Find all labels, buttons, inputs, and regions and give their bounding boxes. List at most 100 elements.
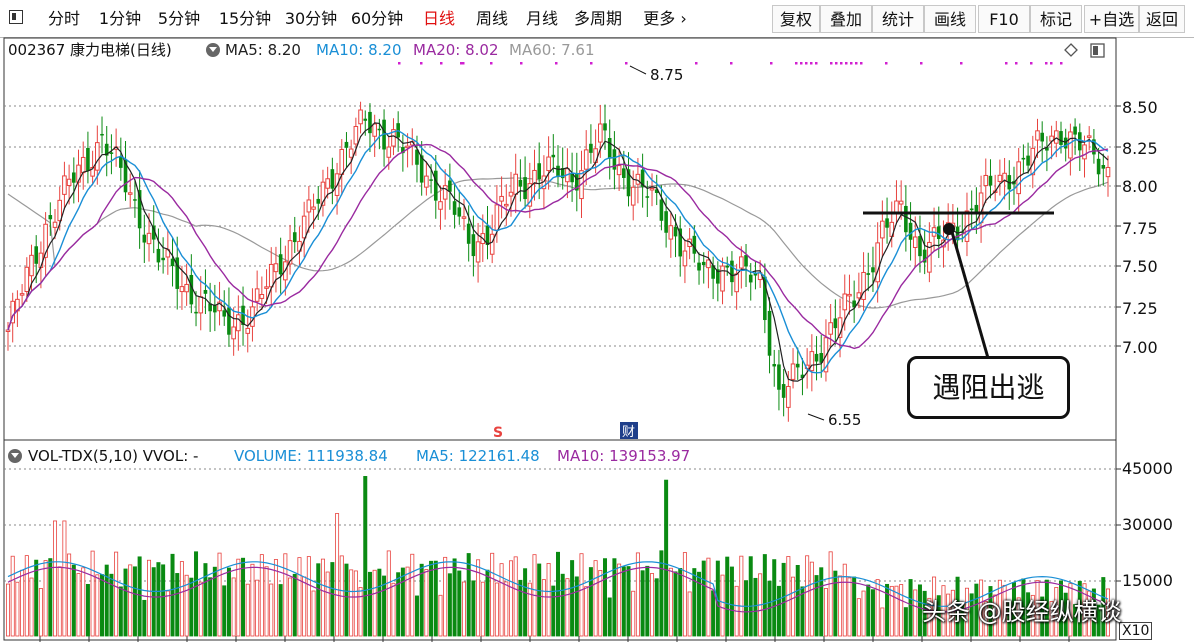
volume-bar bbox=[776, 585, 781, 637]
volume-bar bbox=[123, 568, 128, 637]
candle bbox=[767, 297, 772, 374]
volume-bar bbox=[650, 573, 655, 637]
volume-bar bbox=[1077, 580, 1082, 637]
volume-bar bbox=[175, 573, 180, 637]
volume-tick: 15000 bbox=[1122, 571, 1173, 590]
volume-bar bbox=[541, 579, 546, 637]
candle bbox=[452, 183, 457, 229]
volume-bar bbox=[161, 564, 166, 637]
volume-bar bbox=[617, 563, 622, 637]
volume-bar bbox=[1040, 596, 1045, 637]
volume-bar bbox=[480, 581, 485, 637]
period-tab-10[interactable]: 更多 › bbox=[643, 9, 687, 28]
candle bbox=[142, 214, 147, 263]
volume-bar bbox=[645, 565, 650, 637]
candle bbox=[344, 132, 349, 168]
candle bbox=[814, 336, 819, 381]
vol-ma5-line bbox=[7, 561, 1109, 607]
period-tab-9[interactable]: 多周期 bbox=[573, 9, 622, 28]
signal-dot bbox=[805, 62, 808, 65]
volume-bar bbox=[461, 581, 466, 637]
vol-settings-icon[interactable] bbox=[8, 449, 22, 463]
volume-bar bbox=[278, 584, 283, 637]
signal-dot bbox=[520, 62, 523, 65]
tool-button-1[interactable]: 叠加 bbox=[820, 5, 872, 33]
signal-dot bbox=[860, 62, 863, 65]
ma5-value: MA5: 8.20 bbox=[225, 41, 301, 59]
candle bbox=[772, 349, 777, 387]
tool-button-7[interactable]: 返回 bbox=[1139, 5, 1185, 33]
volume-bar bbox=[795, 564, 800, 637]
signal-dot bbox=[625, 62, 628, 65]
candle bbox=[241, 286, 245, 346]
volume-bar bbox=[29, 577, 34, 637]
volume-bar bbox=[128, 564, 133, 637]
candle bbox=[311, 193, 316, 229]
volume-bar bbox=[212, 566, 217, 637]
candle bbox=[278, 237, 283, 294]
candle bbox=[1059, 121, 1063, 154]
candle bbox=[19, 284, 25, 305]
volume-bar bbox=[1035, 580, 1040, 637]
volume-bar bbox=[198, 581, 203, 637]
period-tab-0[interactable]: 分时 bbox=[47, 9, 80, 28]
volume-bar bbox=[603, 558, 608, 637]
candle bbox=[682, 239, 688, 284]
period-tab-2[interactable]: 5分钟 bbox=[157, 9, 201, 28]
volume-bar bbox=[231, 577, 236, 637]
candle bbox=[165, 229, 171, 275]
tool-button-0[interactable]: 复权 bbox=[772, 5, 820, 33]
volume-bar bbox=[335, 513, 340, 637]
candle bbox=[983, 158, 989, 203]
volume-bar bbox=[570, 560, 575, 637]
candle bbox=[616, 147, 622, 192]
period-tab-5[interactable]: 60分钟 bbox=[350, 9, 404, 28]
low-marker: 6.55 bbox=[828, 411, 861, 429]
volume-bar bbox=[273, 559, 278, 637]
tool-button-3[interactable]: 画线 bbox=[924, 5, 976, 33]
candle bbox=[52, 209, 58, 240]
volume-bar bbox=[673, 571, 678, 637]
candle bbox=[137, 170, 142, 249]
volume-bar bbox=[697, 571, 702, 637]
tool-button-2[interactable]: 统计 bbox=[872, 5, 924, 33]
candle bbox=[1101, 153, 1106, 186]
candle bbox=[401, 134, 405, 172]
price-tick: 8.25 bbox=[1122, 139, 1158, 158]
tool-button-4[interactable]: F10 bbox=[978, 5, 1030, 33]
candle bbox=[161, 237, 165, 274]
volume-bar bbox=[410, 553, 415, 637]
volume-bar bbox=[471, 580, 476, 637]
candle bbox=[570, 152, 574, 202]
period-tab-4[interactable]: 30分钟 bbox=[284, 9, 338, 28]
volume-bar bbox=[964, 587, 969, 637]
volume-bar bbox=[255, 579, 260, 637]
tool-button-6[interactable]: +自选 bbox=[1084, 5, 1139, 33]
signal-dot bbox=[460, 62, 463, 65]
candle bbox=[697, 252, 701, 285]
volume-bar bbox=[1030, 594, 1035, 637]
period-tab-7[interactable]: 周线 bbox=[475, 9, 508, 28]
candle bbox=[287, 224, 293, 275]
candle bbox=[1045, 136, 1049, 172]
candle bbox=[532, 149, 537, 201]
volume-bar bbox=[1101, 577, 1106, 637]
volume-bar bbox=[894, 585, 899, 637]
toggle-panel-icon[interactable] bbox=[9, 10, 23, 24]
candle bbox=[189, 254, 194, 314]
signal-dot bbox=[590, 62, 593, 65]
period-tab-3[interactable]: 15分钟 bbox=[218, 9, 272, 28]
volume-bar bbox=[885, 583, 890, 637]
price-tick: 7.25 bbox=[1122, 299, 1158, 318]
period-tab-8[interactable]: 月线 bbox=[525, 9, 558, 28]
volume-bar bbox=[960, 602, 965, 637]
signal-dot bbox=[840, 62, 843, 65]
period-tab-1[interactable]: 1分钟 bbox=[98, 9, 142, 28]
ma-settings-icon[interactable] bbox=[206, 43, 220, 57]
period-tab-6[interactable]: 日线 bbox=[422, 9, 455, 28]
candle bbox=[391, 118, 396, 156]
tool-button-5[interactable]: 标记 bbox=[1030, 5, 1082, 33]
candle bbox=[1077, 123, 1082, 172]
candle bbox=[753, 261, 758, 290]
